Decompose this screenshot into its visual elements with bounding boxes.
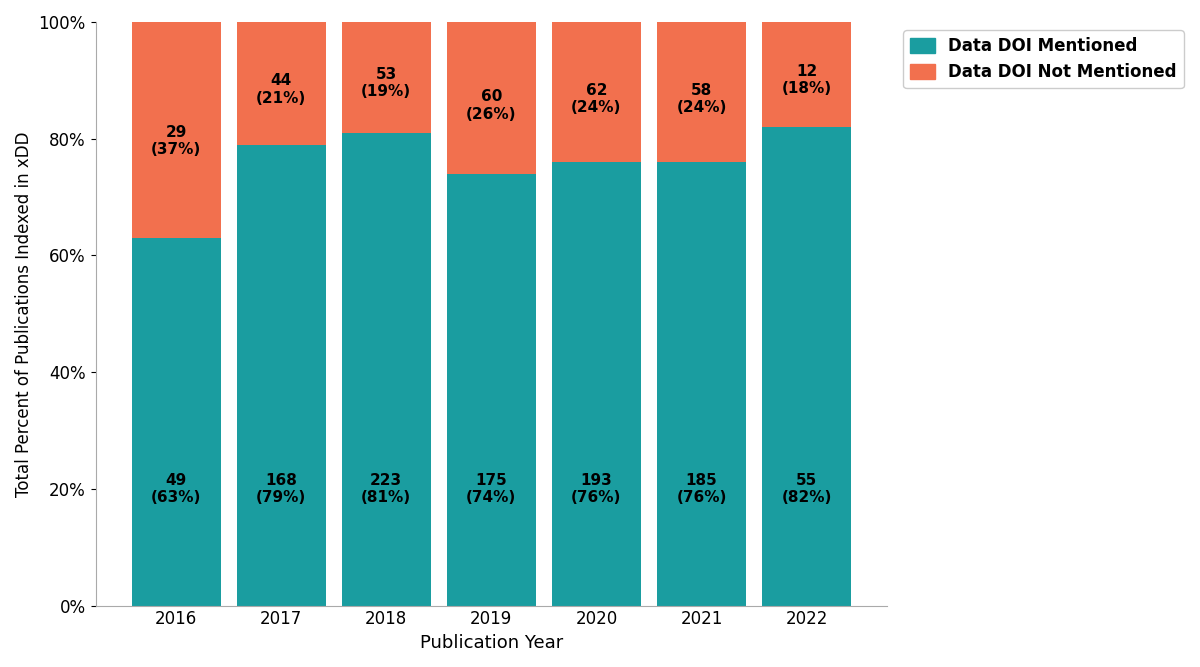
- Legend: Data DOI Mentioned, Data DOI Not Mentioned: Data DOI Mentioned, Data DOI Not Mention…: [904, 30, 1183, 88]
- Y-axis label: Total Percent of Publications Indexed in xDD: Total Percent of Publications Indexed in…: [14, 131, 34, 496]
- Bar: [236, 22, 326, 145]
- Bar: [552, 162, 641, 606]
- Text: 12
(18%): 12 (18%): [781, 63, 832, 96]
- Text: 185
(76%): 185 (76%): [677, 473, 727, 505]
- Text: 44
(21%): 44 (21%): [256, 73, 306, 105]
- Bar: [446, 173, 536, 606]
- Bar: [656, 22, 746, 162]
- Text: 49
(63%): 49 (63%): [151, 473, 202, 505]
- Bar: [236, 145, 326, 606]
- Text: 193
(76%): 193 (76%): [571, 473, 622, 505]
- Text: 168
(79%): 168 (79%): [256, 473, 306, 505]
- Text: 53
(19%): 53 (19%): [361, 67, 412, 99]
- Bar: [132, 238, 221, 606]
- Text: 62
(24%): 62 (24%): [571, 83, 622, 115]
- Bar: [552, 22, 641, 162]
- Bar: [762, 127, 851, 606]
- Bar: [446, 22, 536, 173]
- Bar: [762, 22, 851, 127]
- X-axis label: Publication Year: Publication Year: [420, 634, 563, 652]
- Text: 58
(24%): 58 (24%): [677, 83, 727, 115]
- Text: 55
(82%): 55 (82%): [781, 473, 832, 505]
- Bar: [342, 22, 431, 133]
- Bar: [656, 162, 746, 606]
- Text: 29
(37%): 29 (37%): [151, 125, 202, 157]
- Bar: [342, 133, 431, 606]
- Bar: [132, 22, 221, 238]
- Text: 60
(26%): 60 (26%): [466, 89, 517, 121]
- Text: 175
(74%): 175 (74%): [467, 473, 516, 505]
- Text: 223
(81%): 223 (81%): [361, 473, 412, 505]
